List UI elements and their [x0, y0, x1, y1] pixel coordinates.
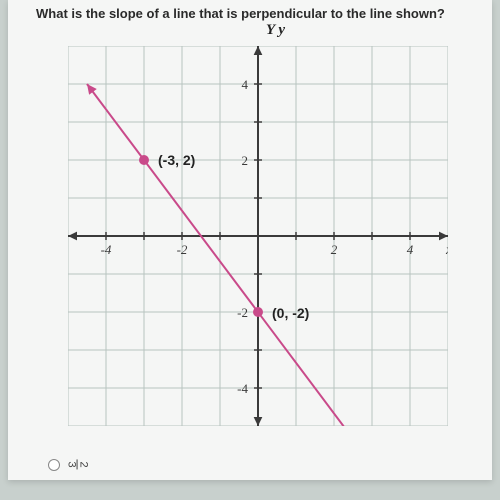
coordinate-graph: -4 -2 2 4 4 2 -2 -4 x (-3, 2) (0, -2) — [68, 46, 448, 426]
svg-text:-4: -4 — [237, 381, 248, 396]
answer-option[interactable]: 2 3 — [48, 453, 82, 476]
svg-text:-2: -2 — [237, 305, 248, 320]
option-fraction: 2 3 — [66, 459, 89, 469]
svg-text:4: 4 — [407, 242, 414, 257]
question-text: What is the slope of a line that is perp… — [36, 6, 445, 21]
svg-text:x: x — [445, 243, 448, 258]
radio-icon[interactable] — [48, 459, 60, 471]
svg-text:2: 2 — [331, 242, 338, 257]
svg-text:(-3, 2): (-3, 2) — [158, 152, 195, 168]
worksheet-paper: What is the slope of a line that is perp… — [8, 0, 492, 480]
svg-text:-2: -2 — [177, 242, 188, 257]
svg-text:2: 2 — [242, 153, 249, 168]
svg-text:4: 4 — [242, 77, 249, 92]
svg-text:-4: -4 — [101, 242, 112, 257]
svg-text:(0, -2): (0, -2) — [272, 305, 309, 321]
y-axis-label: Y y — [266, 22, 285, 39]
